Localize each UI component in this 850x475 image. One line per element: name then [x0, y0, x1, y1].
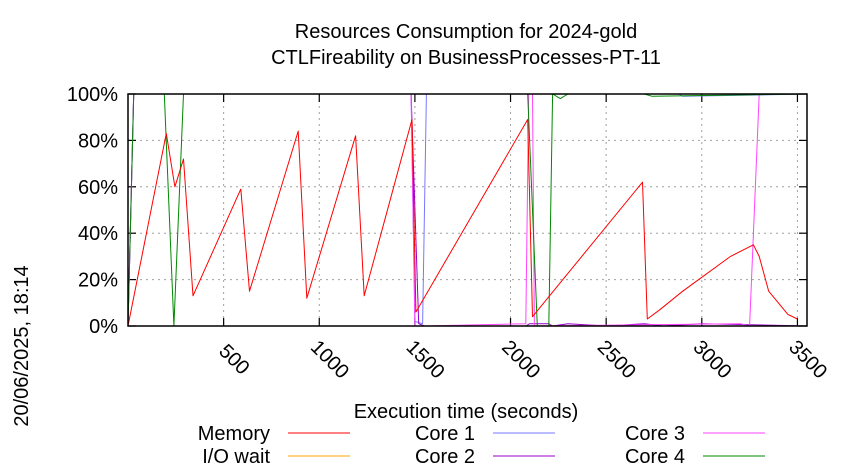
plot-frame: [127, 93, 808, 327]
y-tick-label: 40%: [78, 223, 118, 245]
x-tick-label: 500: [214, 340, 253, 379]
legend-label: I/O wait: [202, 446, 270, 468]
chart-title: Resources Consumption for 2024-gold: [295, 21, 637, 43]
y-tick-label: 100%: [67, 84, 118, 106]
x-tick-label: 2500: [593, 336, 640, 383]
legend-label: Core 3: [625, 423, 685, 445]
gridlines: [128, 93, 807, 327]
legend-label: Core 2: [415, 446, 475, 468]
y-tick-label: 0%: [89, 316, 118, 338]
x-tick-label: 1000: [306, 336, 353, 383]
plot-series: [127, 93, 808, 327]
series-line-core-1: [127, 93, 808, 327]
y-axis-tick-labels: 0% 20% 40% 60% 80% 100%: [67, 84, 118, 338]
x-axis-tick-labels: 500 1000 1500 2000 2500 3000 3500: [214, 336, 831, 383]
legend-label: Core 1: [415, 423, 475, 445]
y-tick-label: 60%: [78, 177, 118, 199]
legend-label: Core 4: [625, 446, 685, 468]
timestamp-label: 20/06/2025, 18:14: [11, 265, 33, 426]
series-line-core-3: [127, 93, 807, 327]
x-tick-label: 1500: [402, 336, 449, 383]
series-line-core-4: [127, 93, 808, 327]
chart-subtitle: CTLFireability on BusinessProcesses-PT-1…: [271, 47, 661, 69]
series-line-core-2: [127, 93, 808, 327]
x-axis-label: Execution time (seconds): [354, 401, 579, 423]
x-tick-label: 3000: [689, 336, 736, 383]
y-tick-label: 20%: [78, 270, 118, 292]
x-tick-label: 3500: [784, 336, 831, 383]
series-line-memory: [127, 119, 798, 327]
legend-label: Memory: [198, 423, 270, 445]
y-tick-label: 80%: [78, 130, 118, 152]
x-tick-label: 2000: [497, 336, 544, 383]
